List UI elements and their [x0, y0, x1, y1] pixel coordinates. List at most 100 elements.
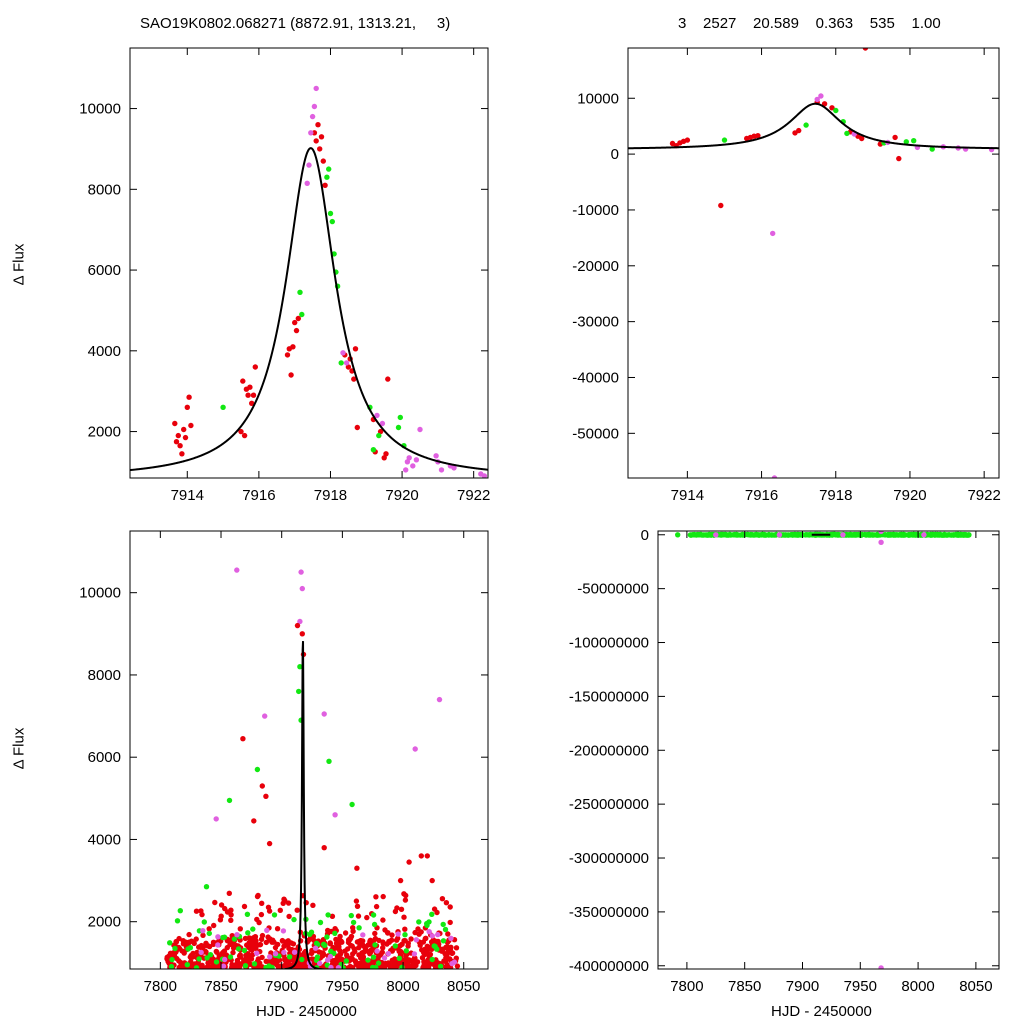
- data-point-red: [383, 451, 389, 457]
- data-point-red: [447, 946, 454, 952]
- data-point-green: [308, 929, 315, 935]
- data-point-red: [234, 957, 241, 964]
- data-point-red: [431, 906, 438, 912]
- data-point-green: [691, 532, 697, 538]
- data-point-green: [953, 532, 959, 538]
- x-tick-label: 7914: [171, 487, 204, 504]
- data-point-red: [288, 372, 294, 378]
- data-point-red: [419, 947, 425, 953]
- data-point-red: [251, 937, 257, 944]
- data-point-red: [415, 926, 421, 932]
- data-point-red: [397, 960, 403, 966]
- data-point-red: [240, 378, 246, 384]
- data-point-red: [164, 954, 170, 960]
- data-point-red: [240, 736, 246, 742]
- data-point-red: [182, 434, 189, 441]
- data-point-red: [380, 917, 386, 923]
- data-point-green: [395, 424, 402, 431]
- data-point-green: [766, 531, 772, 538]
- data-point-violet: [335, 965, 342, 969]
- data-point-violet: [308, 130, 314, 136]
- data-point-violet: [311, 103, 318, 110]
- data-point-red: [211, 922, 217, 929]
- data-point-red: [445, 931, 451, 937]
- data-point-red: [352, 346, 359, 352]
- data-point-green: [403, 948, 409, 954]
- panel-bottom-right: 7800 7850 7900 7950 8000 8050 -400000000 -35000…: [569, 527, 1000, 995]
- x-tick-label: 7850: [204, 978, 237, 995]
- data-point-green: [734, 532, 740, 538]
- data-point-red: [186, 394, 192, 400]
- data-point-violet: [412, 746, 418, 752]
- data-point-green: [429, 956, 435, 963]
- data-point-violet: [272, 951, 279, 957]
- data-point-green: [833, 107, 839, 114]
- y-tick-label: -50000: [572, 425, 619, 442]
- data-point-green: [434, 946, 440, 952]
- data-point-red: [385, 376, 391, 382]
- data-point-green: [203, 884, 210, 890]
- data-point-violet: [435, 931, 441, 938]
- data-point-red: [337, 933, 343, 940]
- data-point-red: [386, 939, 392, 945]
- data-point-red: [230, 949, 236, 956]
- data-point-green: [803, 122, 809, 128]
- data-point-green: [297, 289, 303, 295]
- y-tick-label: 8000: [88, 667, 121, 684]
- data-point-red: [277, 907, 283, 913]
- data-point-green: [707, 532, 713, 538]
- data-point-green: [329, 218, 335, 225]
- data-point-red: [420, 939, 427, 945]
- x-axis-label-left: HJD - 2450000: [256, 1003, 357, 1020]
- data-point-red: [396, 948, 402, 955]
- data-point-red: [320, 158, 326, 164]
- data-point-violet: [403, 467, 409, 473]
- data-point-red: [380, 893, 386, 900]
- data-point-red: [350, 951, 356, 957]
- data-point-red: [339, 939, 345, 945]
- data-point-green: [745, 531, 751, 538]
- x-tick-label: 8000: [901, 978, 934, 995]
- x-tick-label: 7950: [844, 978, 877, 995]
- data-point-violet: [291, 949, 298, 955]
- data-point-red: [241, 432, 248, 439]
- data-point-red: [327, 940, 333, 946]
- data-point-red: [796, 127, 802, 134]
- y-tick-label: 10000: [577, 90, 619, 107]
- data-point-red: [271, 939, 277, 945]
- data-point-red: [345, 364, 352, 370]
- x-tick-label: 7900: [786, 978, 819, 995]
- data-point-red: [355, 939, 362, 945]
- data-point-red: [398, 906, 405, 912]
- data-point-violet: [299, 585, 305, 592]
- data-point-red: [862, 48, 869, 51]
- data-point-green: [739, 532, 745, 538]
- y-tick-label: -300000000: [569, 850, 649, 867]
- data-point-violet: [878, 531, 884, 534]
- data-point-red: [447, 904, 453, 910]
- data-point-red: [353, 959, 359, 965]
- data-point-red: [892, 134, 898, 141]
- data-point-green: [866, 532, 872, 538]
- data-point-green: [220, 404, 226, 410]
- x-tick-label: 8050: [959, 978, 992, 995]
- data-points: [669, 48, 995, 478]
- data-point-red: [257, 942, 263, 948]
- data-point-red: [173, 439, 180, 445]
- data-point-green: [424, 922, 430, 929]
- data-point-red: [401, 914, 407, 920]
- data-point-red: [250, 945, 256, 951]
- data-point-red: [274, 926, 281, 932]
- data-point-red: [288, 940, 294, 946]
- data-point-violet: [878, 965, 884, 969]
- data-point-violet: [297, 618, 303, 625]
- y-tick-label: -150000000: [569, 688, 649, 705]
- data-point-red: [408, 936, 414, 942]
- data-point-green: [207, 952, 214, 958]
- x-tick-label: 7916: [745, 487, 778, 504]
- data-point-violet: [921, 532, 927, 538]
- data-point-violet: [198, 949, 204, 956]
- x-tick-label: 8000: [386, 978, 419, 995]
- x-tick-label: 8050: [447, 978, 480, 995]
